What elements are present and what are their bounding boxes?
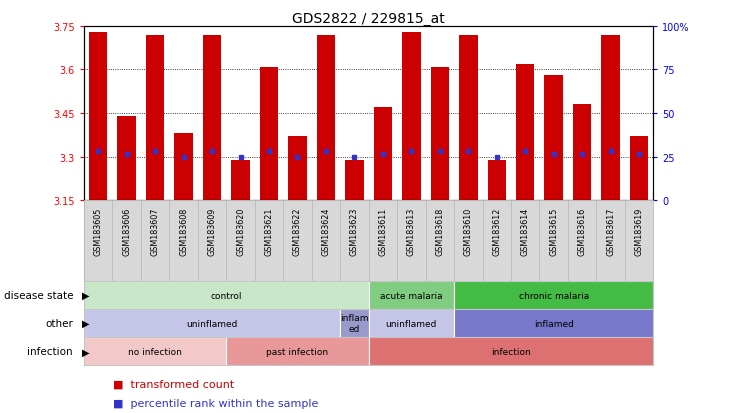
Bar [573, 105, 591, 201]
Bar [402, 33, 420, 201]
Text: ▶: ▶ [82, 318, 89, 328]
Bar [431, 67, 449, 201]
Bar [454, 281, 653, 309]
Text: GSM183622: GSM183622 [293, 207, 302, 256]
Bar [203, 36, 221, 201]
Text: other: other [45, 318, 73, 328]
Bar [146, 36, 164, 201]
Text: ■  percentile rank within the sample: ■ percentile rank within the sample [113, 398, 318, 408]
Bar [345, 160, 364, 201]
Text: GSM183612: GSM183612 [492, 207, 502, 255]
Bar [545, 76, 563, 201]
Bar [516, 64, 534, 201]
Bar [488, 160, 506, 201]
Text: GSM183614: GSM183614 [520, 207, 530, 255]
Text: inflam
ed: inflam ed [340, 314, 369, 333]
Text: GSM183607: GSM183607 [150, 207, 160, 255]
Text: GSM183618: GSM183618 [435, 207, 445, 255]
Bar [369, 309, 454, 337]
Bar [89, 33, 107, 201]
Text: GSM183609: GSM183609 [207, 207, 217, 255]
Text: GSM183606: GSM183606 [122, 207, 131, 255]
Text: ■  transformed count: ■ transformed count [113, 379, 234, 389]
Text: ▶: ▶ [82, 347, 89, 356]
Text: past infection: past infection [266, 347, 328, 356]
Bar [84, 309, 340, 337]
Bar [118, 117, 136, 201]
Text: GSM183610: GSM183610 [464, 207, 473, 255]
Text: inflamed: inflamed [534, 319, 574, 328]
Text: GSM183615: GSM183615 [549, 207, 558, 255]
Text: GSM183624: GSM183624 [321, 207, 331, 255]
Text: uninflamed: uninflamed [385, 319, 437, 328]
Bar [84, 337, 226, 366]
Bar [630, 137, 648, 201]
Title: GDS2822 / 229815_at: GDS2822 / 229815_at [292, 12, 445, 26]
Text: infection: infection [28, 347, 73, 356]
Bar [374, 108, 392, 201]
Text: GSM183623: GSM183623 [350, 207, 359, 255]
Text: GSM183619: GSM183619 [634, 207, 644, 255]
Bar [288, 137, 307, 201]
Text: uninflamed: uninflamed [186, 319, 238, 328]
Text: ▶: ▶ [82, 290, 89, 300]
Bar [459, 36, 477, 201]
Bar [226, 337, 369, 366]
Bar [369, 337, 653, 366]
Text: infection: infection [491, 347, 531, 356]
Bar [454, 309, 653, 337]
Text: no infection: no infection [128, 347, 182, 356]
Bar [231, 160, 250, 201]
Bar [84, 281, 369, 309]
Text: GSM183621: GSM183621 [264, 207, 274, 255]
Text: GSM183611: GSM183611 [378, 207, 388, 255]
Text: GSM183616: GSM183616 [577, 207, 587, 255]
Bar [260, 67, 278, 201]
Bar [174, 134, 193, 201]
Bar [317, 36, 335, 201]
Text: GSM183617: GSM183617 [606, 207, 615, 255]
Bar [369, 281, 454, 309]
Text: disease state: disease state [4, 290, 73, 300]
Text: GSM183620: GSM183620 [236, 207, 245, 255]
Bar [602, 36, 620, 201]
Text: acute malaria: acute malaria [380, 291, 442, 300]
Text: control: control [210, 291, 242, 300]
Text: GSM183613: GSM183613 [407, 207, 416, 255]
Text: GSM183605: GSM183605 [93, 207, 103, 255]
Text: GSM183608: GSM183608 [179, 207, 188, 255]
Bar [340, 309, 369, 337]
Text: chronic malaria: chronic malaria [518, 291, 589, 300]
